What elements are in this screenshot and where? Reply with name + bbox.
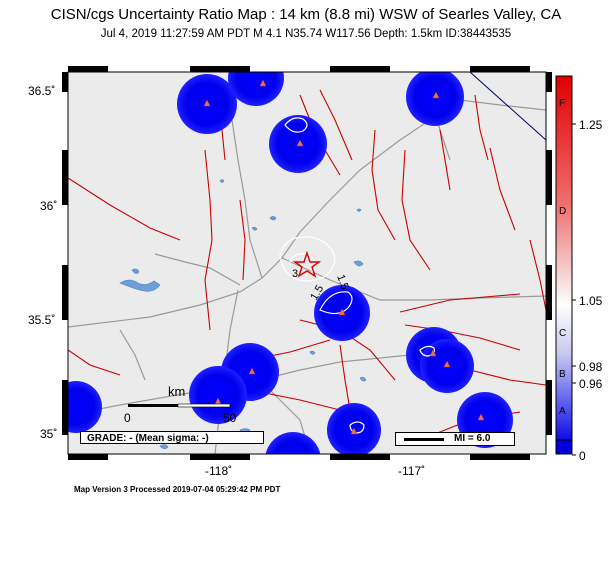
lat-label-35: 35˚	[40, 427, 57, 441]
colorbar-tick-1-05: 1.05	[579, 294, 603, 308]
colorbar-tick-1-25: 1.25	[579, 118, 603, 132]
map-border-ticks	[62, 66, 552, 460]
lat-label-35-5: 35.5˚	[28, 313, 55, 327]
colorbar-tick-0-98: 0.98	[579, 360, 603, 374]
water-bodies	[119, 179, 437, 450]
mi-legend-bar	[404, 438, 444, 441]
scale-end: 50	[223, 411, 237, 425]
boundary-line	[469, 72, 546, 141]
station-markers	[203, 79, 485, 435]
contour-label-1-5-a: 1.5	[334, 273, 351, 291]
colorbar	[555, 75, 573, 447]
mi-legend-label: MI = 6.0	[454, 433, 491, 444]
grade-legend: GRADE: - (Mean sigma: -)	[80, 431, 264, 444]
map-title: CISN/cgs Uncertainty Ratio Map : 14 km (…	[50, 6, 562, 23]
colorbar-tick-0: 0	[579, 449, 586, 463]
faults	[68, 89, 546, 441]
colorbar-letter-d: D	[559, 206, 566, 217]
lat-label-36-5: 36.5˚	[28, 84, 55, 98]
colorbar-letter-a: A	[559, 406, 566, 417]
event-subtitle: Jul 4, 2019 11:27:59 AM PDT M 4.1 N35.74…	[100, 28, 512, 40]
lon-label-117: -117˚	[398, 464, 425, 478]
colorbar-letter-c: C	[559, 328, 566, 339]
scale-start: 0	[124, 411, 131, 425]
map-frame	[67, 71, 547, 455]
colorbar-tick-0-96: 0.96	[579, 377, 603, 391]
scale-bar	[128, 403, 231, 408]
lon-label-118: -118˚	[205, 464, 232, 478]
scale-unit: km	[168, 384, 185, 399]
colorbar-letter-f: F	[559, 98, 565, 109]
colorbar-ticks	[572, 123, 576, 456]
colorbar-bottom	[555, 439, 573, 455]
colorbar-letter-b: B	[559, 369, 566, 380]
map-version-footer: Map Version 3 Processed 2019-07-04 05:29…	[74, 485, 281, 494]
contour-label-3: 3	[292, 268, 298, 280]
mi-legend: MI = 6.0	[395, 432, 515, 446]
lat-label-36: 36˚	[40, 199, 57, 213]
epicenter-star-icon	[292, 250, 322, 278]
